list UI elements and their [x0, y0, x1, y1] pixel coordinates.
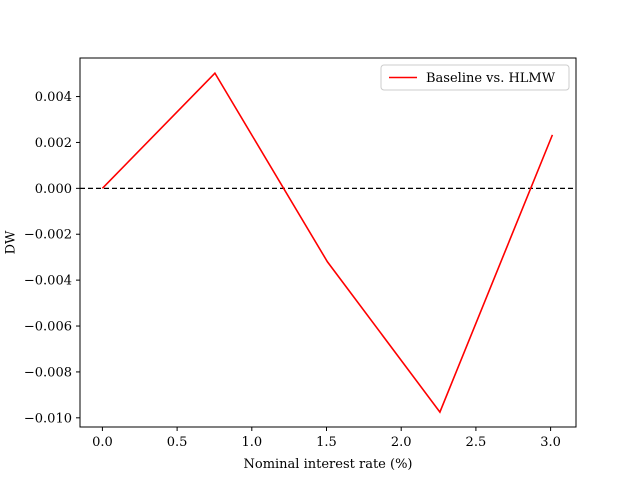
y-tick-label: −0.004: [24, 274, 72, 289]
y-axis-ticks: −0.010 −0.008 −0.006 −0.004 −0.002 0.000 0.002…: [24, 90, 80, 426]
x-axis-ticks: 0.0 0.5 1.0 1.5 2.0 2.5 3.0: [92, 427, 561, 450]
legend-box: [380, 64, 570, 91]
series-line-0: [101, 71, 554, 414]
x-tick-label: 1.5: [316, 435, 337, 450]
y-tick-label: 0.002: [35, 136, 72, 151]
y-tick-label: −0.006: [24, 320, 72, 335]
x-tick-label: 2.0: [391, 435, 412, 450]
y-tick-label: 0.004: [35, 90, 72, 105]
series-group: [101, 71, 554, 414]
y-axis-label: DW: [4, 230, 19, 254]
y-tick-label: −0.008: [24, 365, 72, 380]
x-tick-label: 0.5: [167, 435, 188, 450]
plot-frame: [79, 57, 577, 428]
x-axis-label: Nominal interest rate (%): [244, 457, 413, 472]
x-tick-label: 1.0: [241, 435, 262, 450]
x-tick-label: 0.0: [92, 435, 113, 450]
legend: Baseline vs. HLMW: [380, 64, 570, 91]
y-tick-label: −0.010: [24, 411, 72, 426]
x-tick-label: 2.5: [466, 435, 487, 450]
legend-label: Baseline vs. HLMW: [426, 71, 556, 86]
y-tick-label: 0.000: [35, 182, 72, 197]
y-tick-label: −0.002: [24, 228, 72, 243]
x-tick-label: 3.0: [540, 435, 561, 450]
